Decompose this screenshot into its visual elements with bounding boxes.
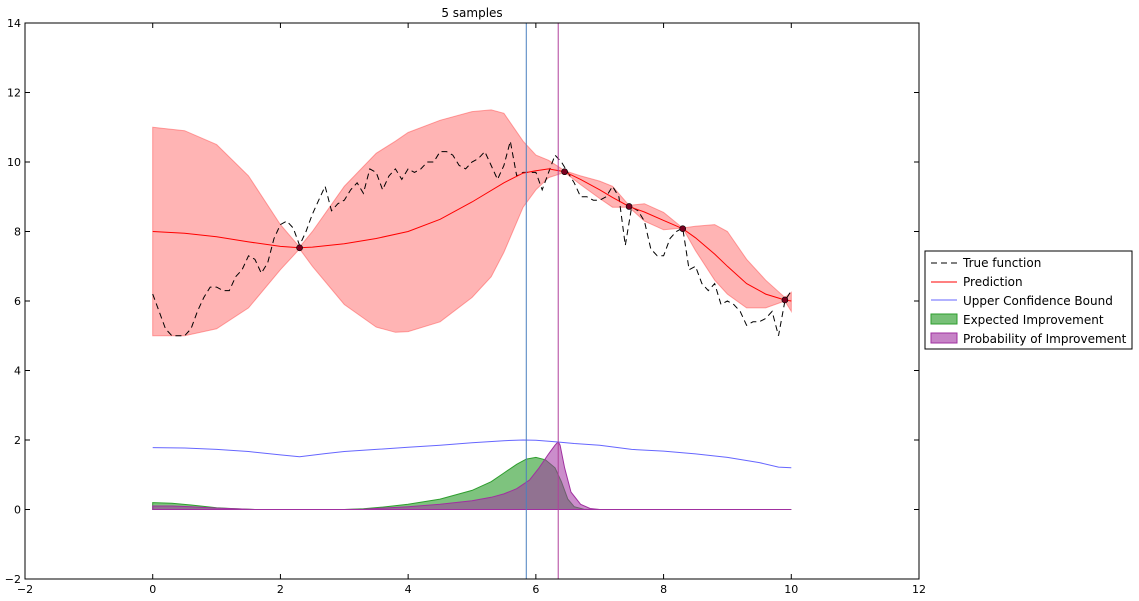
y-tick-label: 10 <box>7 156 21 169</box>
legend-label-ucb: Upper Confidence Bound <box>963 294 1113 308</box>
sample-point <box>781 296 789 304</box>
x-tick-label: 10 <box>784 583 798 596</box>
series-probability-of-improvement <box>152 440 792 510</box>
y-tick-label: 4 <box>14 365 21 378</box>
x-tick-label: 2 <box>277 583 284 596</box>
series-true-function <box>152 141 792 337</box>
y-tick-label: 6 <box>14 295 21 308</box>
sample-point <box>561 168 568 176</box>
y-tick-label: 8 <box>14 226 21 239</box>
axes: −2 0 2 4 6 8 10 12 −2 0 2 4 6 8 10 12 14 <box>5 17 926 596</box>
legend-label-pi: Probability of Improvement <box>963 332 1127 346</box>
chart-marks <box>152 23 792 579</box>
x-tick-label: 8 <box>660 583 667 596</box>
sample-point <box>679 225 687 233</box>
series-upper-confidence-bound <box>152 439 792 469</box>
legend-box <box>924 250 1133 350</box>
sample-point <box>625 203 633 210</box>
confidence-band <box>152 109 792 337</box>
y-tick-label: 2 <box>14 434 21 447</box>
legend-label-ei: Expected Improvement <box>963 313 1104 327</box>
y-tick-label: −2 <box>5 573 21 586</box>
y-tick-label: 14 <box>7 17 21 30</box>
x-tick-label: −2 <box>17 583 33 596</box>
legend-swatch-pi <box>930 332 958 344</box>
x-tick-label: 12 <box>912 583 926 596</box>
sample-point <box>296 244 303 252</box>
legend-label-prediction: Prediction <box>963 275 1023 289</box>
x-tick-label: 6 <box>532 583 539 596</box>
legend-label-true-function: True function <box>962 256 1041 270</box>
legend-swatch-ei <box>930 313 958 325</box>
x-tick-label: 0 <box>149 583 156 596</box>
y-tick-label: 12 <box>7 87 21 100</box>
chart-title: 5 samples <box>441 6 502 20</box>
x-tick-label: 4 <box>405 583 412 596</box>
legend: True function Prediction Upper Confidenc… <box>924 250 1133 350</box>
y-tick-label: 0 <box>14 504 21 517</box>
